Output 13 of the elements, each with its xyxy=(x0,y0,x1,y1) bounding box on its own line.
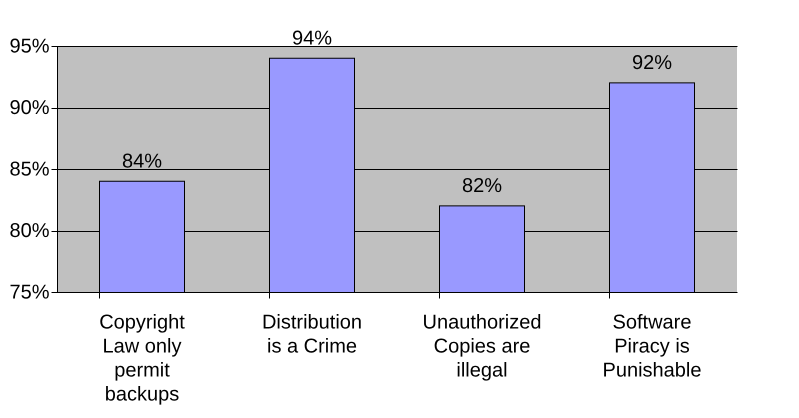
x-tick-label: Software Piracy is Punishable xyxy=(602,312,702,382)
data-label: 92% xyxy=(632,52,672,74)
x-tick-label: Unauthorized Copies are illegal xyxy=(422,312,542,382)
data-label: 82% xyxy=(462,174,502,197)
y-tick-label: 80% xyxy=(9,220,50,242)
data-label: 84% xyxy=(122,150,162,172)
data-label: 94% xyxy=(292,27,332,50)
x-tick-label: Distribution is a Crime xyxy=(262,312,362,358)
x-tick-label: Copyright Law only permit backups xyxy=(99,312,186,406)
y-tick-label: 85% xyxy=(9,158,50,180)
y-tick-label: 95% xyxy=(9,36,50,58)
y-tick-label: 90% xyxy=(9,97,50,119)
y-tick-label: 75% xyxy=(9,282,50,304)
